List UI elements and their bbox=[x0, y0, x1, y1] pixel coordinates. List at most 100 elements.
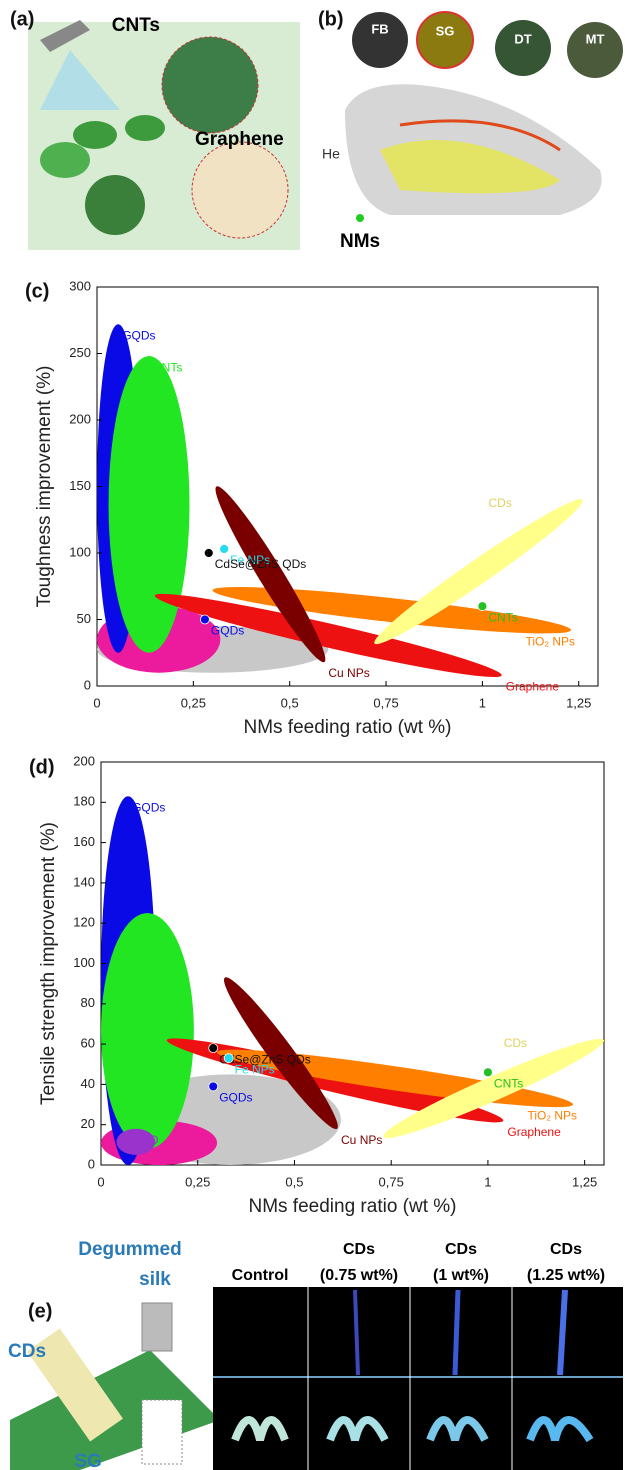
y-tick-label: 20 bbox=[81, 1116, 95, 1131]
region-label: Graphene bbox=[506, 680, 560, 694]
region-label: CDs bbox=[504, 1036, 527, 1050]
column-label: CDs bbox=[343, 1241, 375, 1258]
point bbox=[200, 615, 209, 624]
region-label: Cu NPs bbox=[328, 666, 369, 680]
leaf bbox=[125, 115, 165, 141]
point-label: CdSe@ZnS QDs bbox=[215, 557, 307, 571]
inset-label: FB bbox=[371, 21, 388, 36]
y-tick-label: 200 bbox=[73, 753, 95, 768]
point bbox=[478, 602, 487, 611]
point bbox=[204, 549, 213, 558]
y-tick-label: 100 bbox=[69, 544, 91, 559]
cocoon-spool bbox=[142, 1303, 172, 1351]
panel-label: (a) bbox=[10, 8, 34, 30]
leaf bbox=[40, 142, 90, 178]
column-label: CDs bbox=[445, 1241, 477, 1258]
region-label: TiO₂ NPs bbox=[525, 634, 575, 648]
panel-a: (a) CNTs Graphene bbox=[10, 8, 300, 250]
cnt-zoom bbox=[162, 37, 258, 133]
fiber bbox=[455, 1290, 458, 1375]
y-tick-label: 150 bbox=[69, 478, 91, 493]
panel-label: (e) bbox=[28, 1300, 52, 1322]
y-tick-label: 250 bbox=[69, 345, 91, 360]
x-tick-label: 0 bbox=[93, 695, 100, 710]
label: silk bbox=[139, 1269, 171, 1290]
inset bbox=[417, 12, 473, 68]
x-tick-label: 0,5 bbox=[281, 695, 299, 710]
column-label: (1 wt%) bbox=[433, 1267, 489, 1284]
column-label: (1.25 wt%) bbox=[527, 1267, 605, 1284]
x-axis-title: NMs feeding ratio (wt %) bbox=[248, 1196, 456, 1217]
point bbox=[220, 545, 229, 554]
point-label: Fe NPs bbox=[235, 1062, 275, 1076]
column-label: (0.75 wt%) bbox=[320, 1267, 398, 1284]
silkworm-view bbox=[85, 175, 145, 235]
point-label: GQDs bbox=[219, 1091, 252, 1105]
region-label: CNTs bbox=[153, 360, 182, 374]
x-tick-label: 1 bbox=[479, 695, 486, 710]
figure: (a) CNTs Graphene (b) FB SG DT MT He NMs bbox=[0, 0, 625, 1470]
y-tick-label: 0 bbox=[84, 677, 91, 692]
point-label: GQDs bbox=[211, 624, 244, 638]
region-label: GO bbox=[140, 1133, 159, 1147]
point-label: CNTs bbox=[494, 1076, 523, 1090]
region-label: GQDs bbox=[122, 328, 155, 342]
x-tick-label: 1,25 bbox=[566, 695, 591, 710]
label: Graphene bbox=[195, 129, 284, 150]
inset-label: SG bbox=[436, 23, 455, 38]
y-tick-label: 100 bbox=[73, 955, 95, 970]
region-label: TiO₂ NPs bbox=[527, 1109, 577, 1123]
graphene-zoom bbox=[192, 142, 288, 238]
y-tick-label: 50 bbox=[77, 611, 91, 626]
column-label: Control bbox=[232, 1267, 289, 1284]
label: NMs bbox=[340, 231, 380, 252]
label: CNTs bbox=[112, 15, 160, 36]
panel-label: (b) bbox=[318, 8, 344, 30]
x-tick-label: 0,5 bbox=[285, 1174, 303, 1189]
x-tick-label: 0,75 bbox=[373, 695, 398, 710]
label: Degummed bbox=[78, 1239, 181, 1260]
panel-label: (c) bbox=[25, 280, 49, 302]
x-axis-title: NMs feeding ratio (wt %) bbox=[243, 717, 451, 738]
point bbox=[224, 1054, 233, 1063]
region-label: CDs bbox=[489, 496, 512, 510]
point bbox=[209, 1044, 218, 1053]
point bbox=[483, 1068, 492, 1077]
region bbox=[109, 356, 190, 653]
y-tick-label: 60 bbox=[81, 1036, 95, 1051]
x-tick-label: 1,25 bbox=[572, 1174, 597, 1189]
gland-inset bbox=[142, 1400, 182, 1464]
y-tick-label: 140 bbox=[73, 874, 95, 889]
region-label: GQDs bbox=[132, 800, 165, 814]
region-label: Graphene bbox=[507, 1125, 561, 1139]
y-tick-label: 40 bbox=[81, 1076, 95, 1091]
region-label: Cu NPs bbox=[341, 1133, 382, 1147]
label: CDs bbox=[8, 1341, 46, 1362]
label: He bbox=[322, 146, 340, 162]
point bbox=[209, 1082, 218, 1091]
y-tick-label: 120 bbox=[73, 915, 95, 930]
x-tick-label: 0,25 bbox=[181, 695, 206, 710]
y-tick-label: 0 bbox=[88, 1156, 95, 1171]
y-axis-title: Toughness improvement (%) bbox=[34, 366, 55, 608]
inset-label: MT bbox=[586, 31, 605, 46]
x-tick-label: 0 bbox=[97, 1174, 104, 1189]
x-tick-label: 0,25 bbox=[185, 1174, 210, 1189]
y-tick-label: 180 bbox=[73, 794, 95, 809]
x-tick-label: 1 bbox=[484, 1174, 491, 1189]
inset-label: DT bbox=[514, 31, 531, 46]
panel-label: (d) bbox=[29, 756, 55, 778]
inset bbox=[567, 22, 623, 78]
x-tick-label: 0,75 bbox=[379, 1174, 404, 1189]
point-label: CNTs bbox=[488, 610, 517, 624]
inset bbox=[352, 12, 408, 68]
y-tick-label: 160 bbox=[73, 834, 95, 849]
y-axis-title: Tensile strength improvement (%) bbox=[38, 822, 59, 1105]
nm-dot bbox=[356, 214, 364, 222]
panel-b: (b) FB SG DT MT He NMs bbox=[318, 8, 623, 252]
y-tick-label: 80 bbox=[81, 995, 95, 1010]
label: SG bbox=[74, 1451, 101, 1470]
inset bbox=[495, 20, 551, 76]
y-tick-label: 200 bbox=[69, 411, 91, 426]
leaf bbox=[73, 121, 117, 149]
